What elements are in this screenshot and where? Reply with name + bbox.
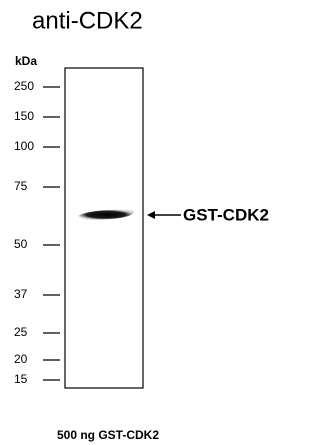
- marker-label: 20: [14, 352, 28, 366]
- lane-label: 500 ng GST-CDK2: [57, 428, 159, 442]
- marker-label: 37: [14, 287, 28, 301]
- page: anti-CDK2 kDa 250 150 100 75 50 37 25 20 15 GST-…: [0, 0, 290, 445]
- unit-label: kDa: [15, 54, 37, 68]
- marker-label: 25: [14, 325, 28, 339]
- marker-ladder: 250 150 100 75 50 37 25 20 15: [14, 79, 60, 386]
- marker-label: 50: [14, 237, 28, 251]
- arrow-head: [147, 211, 155, 219]
- marker-label: 15: [14, 372, 28, 386]
- band-label: GST-CDK2: [183, 205, 269, 224]
- blot-figure: anti-CDK2 kDa 250 150 100 75 50 37 25 20 15 GST-…: [0, 0, 290, 445]
- marker-label: 75: [14, 179, 28, 193]
- figure-title: anti-CDK2: [32, 7, 143, 34]
- marker-label: 100: [14, 139, 34, 153]
- lane: [65, 68, 143, 388]
- marker-label: 150: [14, 109, 34, 123]
- marker-label: 250: [14, 79, 34, 93]
